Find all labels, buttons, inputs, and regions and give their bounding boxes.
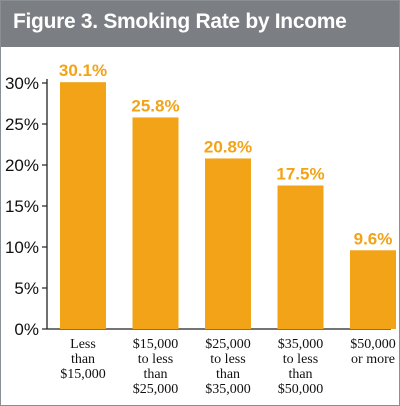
x-tick-label-line: $25,000 xyxy=(205,337,251,352)
x-tick-label-line: $25,000 xyxy=(133,382,179,397)
x-tick-label-line: than xyxy=(71,352,95,367)
y-tick-label: 20% xyxy=(5,156,39,175)
bar xyxy=(350,250,396,329)
x-tick-label-line: Less xyxy=(70,337,96,352)
x-tick-label: $35,000 to less than $50,000 xyxy=(278,337,324,397)
y-tick-label: 25% xyxy=(5,115,39,134)
y-tick-label: 30% xyxy=(5,74,39,93)
x-tick-label-line: $35,000 xyxy=(278,337,324,352)
bar xyxy=(205,158,251,329)
x-tick-label-line: $15,000 xyxy=(133,337,179,352)
x-tick-label-line: than xyxy=(288,367,312,382)
data-label: 20.8% xyxy=(204,137,252,156)
y-tick-label: 15% xyxy=(5,197,39,216)
x-tick-label: Less than $15,000 xyxy=(60,337,106,382)
x-tick-label: $50,000 or more xyxy=(350,337,396,367)
x-tick-label-line: to less xyxy=(210,352,245,367)
x-tick-label-line: to less xyxy=(138,352,173,367)
x-tick-label: $15,000 to less than $25,000 xyxy=(133,337,179,397)
x-tick-label-line: than xyxy=(216,367,240,382)
x-tick-label-line: to less xyxy=(283,352,318,367)
bar xyxy=(132,117,179,329)
title-bar: Figure 3. Smoking Rate by Income xyxy=(1,1,399,47)
x-tick-label-line: $35,000 xyxy=(205,382,251,397)
x-tick-label-line: $50,000 xyxy=(350,337,396,352)
x-tick-label-line: $50,000 xyxy=(278,382,324,397)
y-tick-label: 5% xyxy=(14,279,39,298)
bar xyxy=(60,82,106,330)
data-label: 17.5% xyxy=(276,165,324,184)
y-tick-label: 0% xyxy=(14,320,39,339)
y-tick-label: 10% xyxy=(5,238,39,257)
chart-title: Figure 3. Smoking Rate by Income xyxy=(13,10,347,33)
x-tick-label-line: $15,000 xyxy=(60,367,106,382)
x-tick-label-line: or more xyxy=(351,352,395,367)
data-label: 9.6% xyxy=(354,229,393,248)
bar xyxy=(277,185,324,329)
x-tick-label: $25,000 to less than $35,000 xyxy=(205,337,251,397)
x-tick-label-line: than xyxy=(143,367,167,382)
data-label: 30.1% xyxy=(59,61,107,80)
data-label: 25.8% xyxy=(131,96,179,115)
